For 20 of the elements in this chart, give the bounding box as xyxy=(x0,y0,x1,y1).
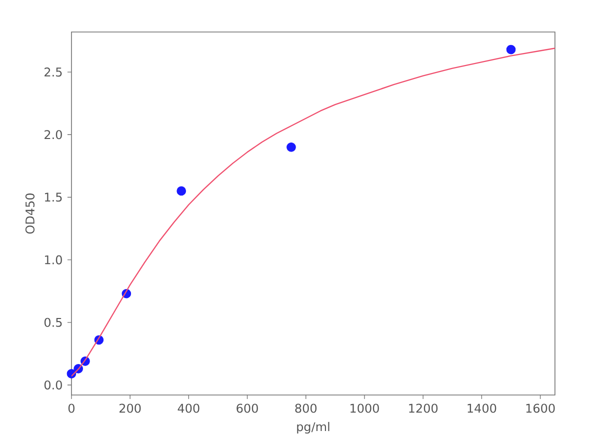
y-tick-label: 0.0 xyxy=(44,380,62,390)
x-tick-label: 1200 xyxy=(409,404,438,413)
x-tick-label: 1000 xyxy=(350,404,379,413)
x-tick-label: 800 xyxy=(295,404,317,413)
y-tick-label: 1.0 xyxy=(44,255,62,264)
y-tick-label: 0.5 xyxy=(44,318,62,327)
x-tick-label: 600 xyxy=(236,404,258,413)
x-tick-label: 400 xyxy=(178,404,200,413)
y-tick-label: 2.5 xyxy=(44,68,62,77)
x-tick-label: 1400 xyxy=(468,404,496,413)
x-tick-label: 200 xyxy=(120,404,141,413)
point xyxy=(286,142,296,152)
point xyxy=(176,186,186,196)
y-tick-label: 1.5 xyxy=(44,192,62,202)
x-tick-label: 0 xyxy=(68,404,74,413)
y-tick-label: 2.0 xyxy=(44,130,62,140)
point xyxy=(506,44,516,54)
x-axis-title: pg/ml xyxy=(297,422,330,434)
x-tick-label: 1600 xyxy=(526,404,555,413)
y-axis-title: OD450 xyxy=(25,194,35,234)
